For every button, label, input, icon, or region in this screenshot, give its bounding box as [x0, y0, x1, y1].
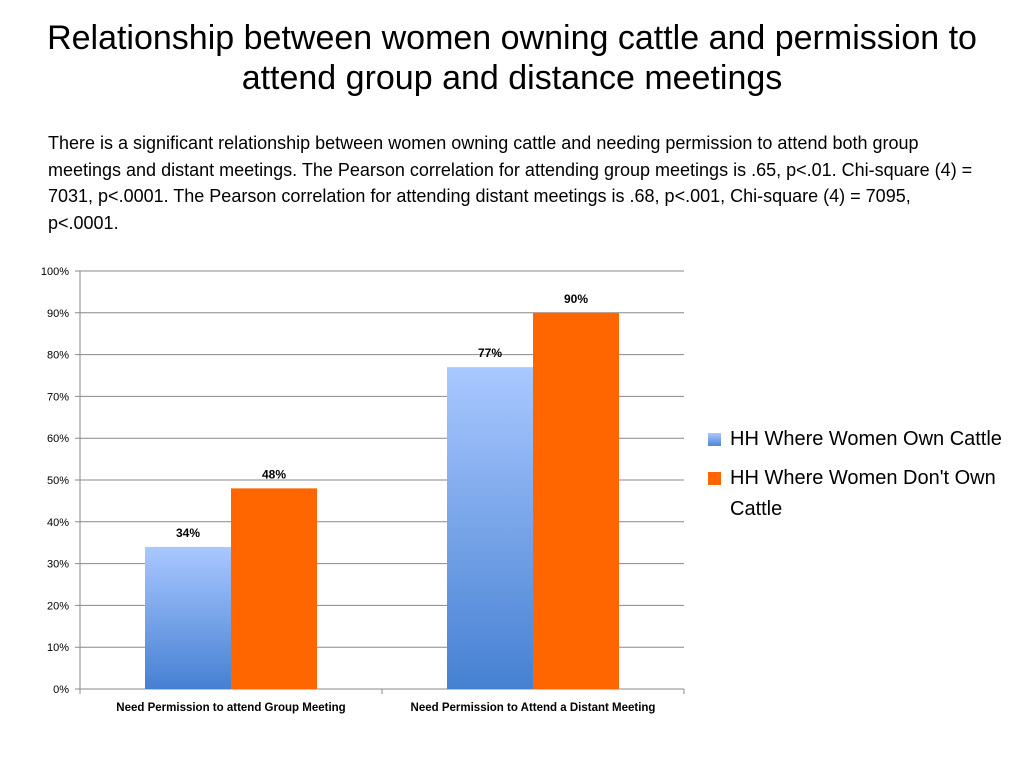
y-tick-label: 80% — [47, 350, 69, 362]
x-category-label: Need Permission to attend Group Meeting — [116, 702, 345, 714]
chart-legend: HH Where Women Own Cattle HH Where Women… — [708, 424, 1008, 533]
slide-title: Relationship between women owning cattle… — [47, 19, 977, 97]
bar — [145, 546, 231, 689]
legend-item-own-cattle: HH Where Women Own Cattle — [708, 424, 1008, 455]
x-category-label: Need Permission to Attend a Distant Meet… — [411, 702, 656, 714]
y-tick-label: 70% — [47, 391, 69, 403]
data-label: 48% — [262, 467, 286, 481]
bar — [231, 488, 317, 689]
y-tick-label: 10% — [47, 642, 69, 654]
y-tick-label: 0% — [53, 684, 69, 696]
data-label: 90% — [564, 292, 588, 306]
y-tick-label: 50% — [47, 475, 69, 487]
y-tick-label: 40% — [47, 517, 69, 529]
legend-label: HH Where Women Own Cattle — [730, 428, 1002, 450]
y-tick-label: 30% — [47, 559, 69, 571]
bars — [145, 312, 619, 689]
slide-body-text: There is a significant relationship betw… — [48, 133, 973, 233]
data-label: 77% — [478, 346, 502, 360]
y-tick-label: 20% — [47, 600, 69, 612]
bar — [533, 312, 619, 689]
data-label: 34% — [176, 526, 200, 540]
bar — [447, 367, 533, 689]
legend-swatch-orange — [708, 472, 721, 485]
labels: 0% 10% 20% 30% 40% 50% 60% 70% 80% 90% 100% 34% 48% N… — [41, 266, 656, 714]
legend-swatch-blue — [708, 433, 721, 446]
y-tick-label: 100% — [41, 266, 69, 278]
legend-item-dont-own-cattle: HH Where Women Don't Own Cattle — [708, 463, 1008, 525]
legend-label: HH Where Women Don't Own Cattle — [730, 467, 996, 520]
y-tick-label: 60% — [47, 433, 69, 445]
y-tick-label: 90% — [47, 308, 69, 320]
